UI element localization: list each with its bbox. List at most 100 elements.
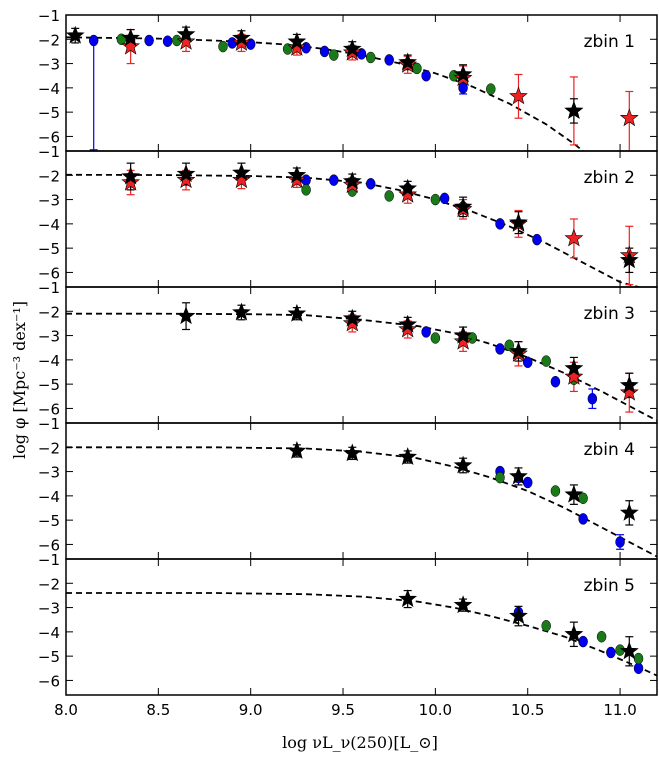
red-star-point — [398, 184, 418, 203]
blue-circle-point — [88, 34, 99, 47]
panel-title: zbin 5 — [584, 576, 635, 596]
black-star-point — [121, 28, 141, 47]
x-tick-label: 8.5 — [146, 701, 170, 719]
black-star-point — [509, 341, 528, 360]
y-tick-label: −2 — [38, 439, 60, 457]
blue-circle-point — [421, 326, 431, 338]
black-star-point — [287, 441, 307, 459]
green-circle-point — [329, 49, 339, 61]
y-tick-label: −4 — [38, 80, 60, 98]
black-star-point — [509, 606, 528, 625]
blue-circle-point — [587, 392, 598, 405]
y-tick-label: −3 — [38, 600, 60, 618]
y-tick-label: −3 — [38, 192, 60, 210]
blue-circle-point — [384, 54, 394, 66]
black-star-point — [564, 484, 584, 503]
y-tick-label: −6 — [38, 672, 60, 690]
panel-zbin-4: −1 −2 −3 −4 −5 −6 zbin 4 — [38, 415, 658, 560]
panels-container: −1 −2 −3 −4 −5 −6 zbin 1 −1 −2 −3 −4 −5 −6 zbin 2 −1 −2… — [38, 7, 658, 719]
y-tick-label: −6 — [38, 400, 60, 418]
black-star-point — [121, 166, 141, 185]
y-tick-label: −5 — [38, 648, 60, 666]
x-axis-title: log νL_ν(250)[L_⊙] — [282, 733, 438, 752]
blue-circle-point — [522, 476, 533, 489]
model-curve — [66, 36, 584, 151]
blue-circle-point — [578, 513, 588, 525]
panel-title: zbin 4 — [584, 440, 635, 460]
black-star-point — [564, 358, 584, 377]
panel-frame — [65, 150, 658, 288]
black-star-point — [453, 595, 473, 614]
black-star-point — [619, 641, 639, 660]
black-star-point — [398, 589, 418, 608]
y-tick-label: −5 — [38, 512, 60, 530]
panel-frame — [65, 422, 658, 560]
panel-title: zbin 1 — [584, 32, 635, 52]
black-star-point — [398, 52, 418, 71]
y-tick-label: −5 — [38, 104, 60, 122]
y-tick-label: −5 — [38, 240, 60, 258]
green-circle-point — [412, 62, 422, 75]
black-star-point — [342, 39, 362, 57]
blue-circle-point — [162, 35, 173, 47]
x-tick-label: 9.5 — [331, 701, 355, 719]
y-tick-label: −2 — [38, 167, 60, 185]
y-tick-label: −1 — [38, 7, 60, 25]
green-circle-point — [486, 83, 496, 95]
blue-circle-point — [319, 45, 330, 58]
black-star-point — [619, 503, 639, 521]
black-star-point — [619, 375, 639, 394]
black-star-point — [453, 325, 473, 344]
y-tick-label: −1 — [38, 279, 60, 297]
green-circle-point — [541, 355, 551, 367]
blue-circle-point — [301, 174, 311, 186]
x-tick-label: 8.0 — [54, 701, 78, 719]
y-tick-label: −4 — [38, 352, 60, 370]
black-star-point — [287, 303, 307, 322]
y-axis-title: log φ [Mpc⁻³ dex⁻¹] — [10, 301, 29, 459]
y-tick-label: −6 — [38, 536, 60, 554]
panel-title: zbin 2 — [584, 168, 635, 188]
red-star-point — [121, 172, 141, 191]
black-star-point — [232, 302, 251, 321]
green-circle-point — [430, 332, 441, 344]
blue-circle-point — [329, 174, 339, 186]
red-star-point — [176, 31, 196, 50]
black-star-point — [453, 455, 473, 474]
black-star-point — [564, 101, 584, 119]
y-tick-label: −3 — [38, 464, 60, 482]
red-star-point — [121, 36, 141, 55]
green-circle-point — [578, 492, 588, 505]
black-star-point — [176, 306, 196, 325]
y-tick-label: −1 — [38, 415, 60, 433]
green-circle-point — [550, 485, 561, 497]
y-tick-label: −4 — [38, 488, 60, 506]
x-tick-label: 11.0 — [603, 701, 636, 719]
black-star-point — [453, 64, 473, 83]
y-tick-label: −3 — [38, 56, 60, 74]
blue-circle-point — [365, 178, 376, 190]
red-star-point — [619, 108, 639, 127]
black-star-point — [287, 165, 307, 184]
y-tick-label: −3 — [38, 328, 60, 346]
y-tick-label: −6 — [38, 128, 60, 146]
y-tick-label: −2 — [38, 31, 60, 49]
green-circle-point — [467, 332, 478, 344]
panel-zbin-5: −1 −2 −3 −4 −5 −6 zbin 5 — [38, 551, 658, 696]
black-star-point — [65, 25, 85, 44]
y-tick-label: −2 — [38, 575, 60, 593]
panel-zbin-1: −1 −2 −3 −4 −5 −6 zbin 1 — [38, 7, 658, 152]
black-star-point — [342, 308, 362, 327]
green-circle-point — [596, 630, 607, 643]
panel-zbin-2: −1 −2 −3 −4 −5 −6 zbin 2 — [38, 143, 658, 288]
black-star-point — [232, 163, 251, 181]
y-tick-label: −4 — [38, 624, 60, 642]
x-tick-label: 9.0 — [239, 701, 263, 719]
red-star-point — [232, 170, 251, 189]
blue-circle-point — [633, 662, 644, 675]
red-star-point — [509, 86, 528, 105]
blue-circle-point — [522, 356, 533, 369]
black-star-point — [342, 443, 362, 462]
y-tick-label: −4 — [38, 216, 60, 234]
